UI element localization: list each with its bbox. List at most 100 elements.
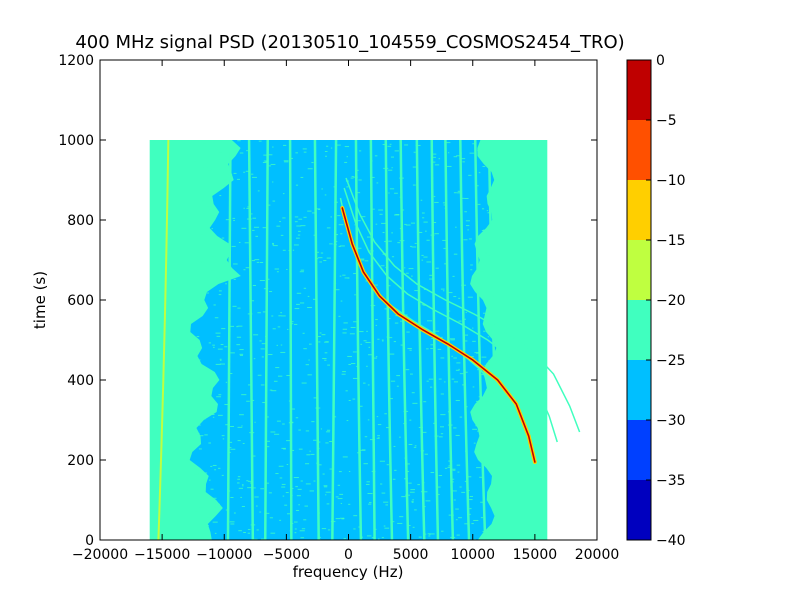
noise-speck	[225, 381, 228, 383]
interference-line	[288, 139, 293, 540]
noise-speck	[233, 220, 235, 222]
noise-speck	[323, 260, 327, 262]
noise-speck	[461, 491, 466, 493]
noise-speck	[200, 238, 204, 240]
noise-speck	[270, 431, 276, 433]
noise-speck	[254, 421, 256, 423]
noise-speck	[341, 373, 346, 375]
noise-speck	[411, 501, 414, 503]
noise-speck	[231, 245, 236, 247]
noise-speck	[319, 332, 322, 334]
noise-speck	[429, 533, 431, 535]
noise-speck	[294, 528, 297, 530]
x-tick-label: −15000	[134, 547, 190, 563]
noise-speck	[272, 181, 274, 183]
noise-speck	[237, 482, 240, 484]
noise-speck	[329, 243, 333, 245]
noise-speck	[242, 442, 245, 444]
noise-speck	[388, 169, 393, 171]
noise-speck	[479, 275, 484, 277]
y-tick-label: 200	[67, 453, 94, 469]
noise-speck	[238, 242, 241, 244]
noise-speck	[209, 479, 211, 481]
noise-speck	[367, 384, 370, 386]
colorbar-bin	[627, 480, 651, 540]
noise-speck	[342, 517, 345, 519]
noise-speck	[463, 334, 469, 336]
chart-title: 400 MHz signal PSD (20130510_104559_COSM…	[75, 32, 624, 53]
noise-speck	[363, 463, 368, 465]
noise-speck	[444, 467, 448, 469]
noise-speck	[321, 188, 323, 190]
noise-speck	[414, 290, 420, 292]
noise-speck	[340, 502, 343, 504]
noise-speck	[463, 239, 468, 241]
noise-speck	[455, 369, 460, 371]
noise-speck	[298, 230, 301, 232]
noise-speck	[195, 347, 198, 349]
noise-speck	[337, 498, 343, 500]
noise-speck	[195, 432, 200, 434]
noise-speck	[326, 257, 331, 259]
noise-speck	[467, 499, 473, 501]
noise-speck	[212, 521, 218, 523]
noise-speck	[259, 511, 262, 513]
noise-speck	[257, 374, 262, 376]
noise-speck	[440, 393, 444, 395]
noise-speck	[243, 171, 246, 173]
noise-speck	[247, 529, 251, 531]
noise-speck	[201, 418, 206, 420]
noise-speck	[411, 275, 413, 277]
noise-speck	[396, 375, 401, 377]
noise-speck	[472, 386, 475, 388]
noise-speck	[243, 532, 246, 534]
noise-speck	[380, 483, 383, 485]
noise-speck	[196, 489, 201, 491]
noise-speck	[342, 332, 347, 334]
noise-speck	[473, 442, 476, 444]
noise-speck	[459, 416, 463, 418]
noise-speck	[439, 426, 444, 428]
colorbar-tick-label: −25	[656, 353, 686, 369]
noise-speck	[230, 325, 235, 327]
noise-speck	[458, 320, 462, 322]
noise-speck	[447, 466, 452, 468]
noise-speck	[311, 162, 314, 164]
noise-speck	[429, 278, 434, 280]
noise-speck	[339, 493, 344, 495]
noise-speck	[335, 241, 338, 243]
noise-speck	[260, 384, 265, 386]
noise-speck	[236, 344, 241, 346]
noise-speck	[394, 469, 397, 471]
noise-speck	[480, 501, 485, 503]
noise-speck	[253, 538, 258, 540]
noise-speck	[385, 504, 388, 506]
noise-speck	[350, 177, 354, 179]
noise-speck	[488, 360, 491, 362]
noise-speck	[300, 480, 303, 482]
noise-speck	[287, 328, 289, 330]
noise-speck	[294, 221, 298, 223]
noise-speck	[313, 480, 316, 482]
noise-speck	[302, 332, 305, 334]
noise-speck	[194, 480, 198, 482]
noise-speck	[413, 151, 416, 153]
noise-speck	[408, 443, 413, 445]
noise-speck	[339, 275, 342, 277]
noise-speck	[301, 528, 306, 530]
noise-speck	[250, 173, 254, 175]
noise-speck	[216, 396, 221, 398]
noise-speck	[283, 144, 287, 146]
noise-speck	[230, 352, 235, 354]
noise-speck	[308, 343, 312, 345]
noise-speck	[273, 380, 278, 382]
noise-speck	[237, 426, 243, 428]
noise-speck	[388, 192, 390, 194]
noise-speck	[481, 208, 485, 210]
colorbar-bin	[627, 300, 651, 360]
noise-speck	[327, 364, 331, 366]
noise-speck	[473, 519, 479, 521]
noise-speck	[245, 170, 250, 172]
noise-speck	[239, 353, 244, 355]
noise-speck	[214, 469, 217, 471]
